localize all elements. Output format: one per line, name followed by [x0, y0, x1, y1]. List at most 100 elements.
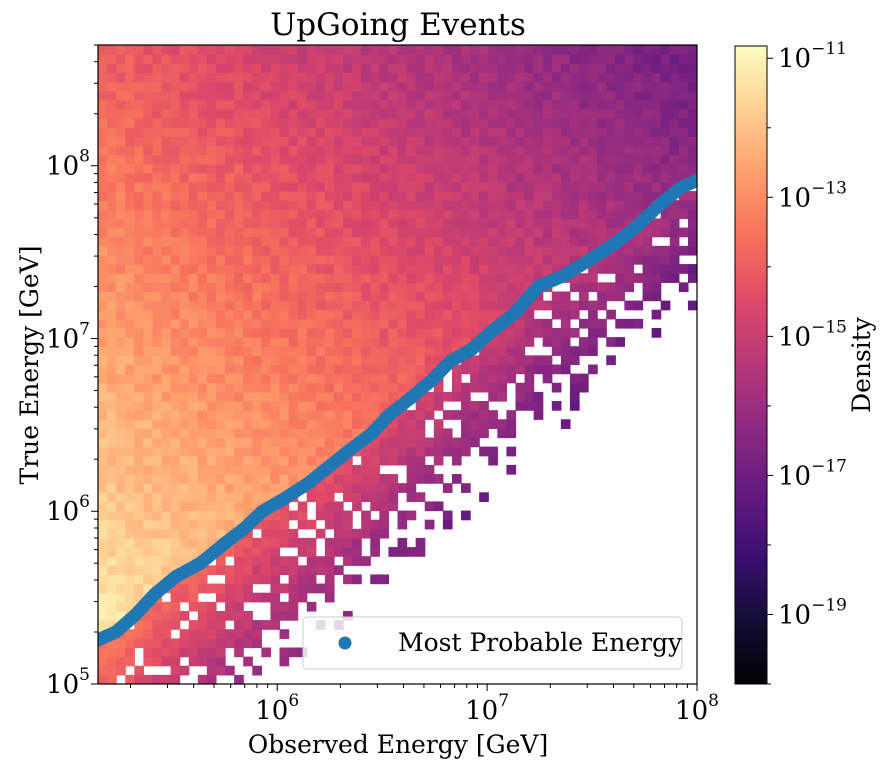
heatmap-cell [306, 437, 317, 448]
y-tick-label: 107 [46, 319, 90, 354]
heatmap-cell [451, 300, 462, 311]
heatmap-cell [252, 327, 262, 338]
heatmap-cell [306, 90, 317, 101]
heatmap-cell [424, 245, 435, 256]
colorbar-tick-label: 10−15 [778, 317, 847, 352]
heatmap-cell [306, 537, 317, 548]
heatmap-cell [252, 410, 262, 420]
heatmap-cell [279, 181, 290, 192]
heatmap-cell [143, 81, 154, 92]
heatmap-cell [388, 327, 399, 338]
heatmap-cell [225, 601, 235, 612]
heatmap-cell [125, 528, 135, 539]
heatmap-cell [125, 519, 135, 530]
heatmap-cell [515, 327, 526, 338]
heatmap-cell [206, 401, 217, 411]
heatmap-cell [225, 483, 235, 493]
heatmap-cell [261, 446, 272, 457]
heatmap-cell [433, 218, 444, 229]
heatmap-cell [606, 181, 616, 192]
heatmap-cell [306, 108, 317, 119]
heatmap-cell [179, 592, 190, 603]
heatmap-cell [579, 236, 589, 247]
heatmap-cell [107, 620, 117, 630]
heatmap-cell [161, 428, 172, 439]
heatmap-cell [261, 227, 272, 238]
heatmap-cell [343, 291, 353, 302]
heatmap-cell [234, 565, 244, 576]
heatmap-cell [279, 209, 290, 220]
heatmap-cell [533, 54, 544, 64]
heatmap-cell [152, 318, 163, 329]
heatmap-cell [197, 519, 208, 530]
heatmap-cell [379, 291, 390, 302]
heatmap-cell [306, 401, 317, 411]
heatmap-cell [252, 464, 262, 475]
heatmap-cell [560, 63, 571, 73]
heatmap-cell [125, 154, 135, 165]
most-probable-energy-point [342, 443, 356, 457]
heatmap-cell [315, 483, 326, 493]
heatmap-cell [152, 382, 163, 393]
heatmap-cell [678, 54, 689, 64]
heatmap-cell [215, 227, 226, 238]
heatmap-cell [624, 45, 635, 55]
heatmap-cell [352, 528, 362, 539]
heatmap-cell [125, 90, 135, 101]
heatmap-cell [215, 364, 226, 375]
heatmap-cell [588, 209, 598, 220]
heatmap-cell [388, 99, 399, 110]
heatmap-cell [678, 209, 689, 220]
heatmap-cell [579, 209, 589, 220]
heatmap-cell [206, 610, 217, 621]
heatmap-cell [633, 99, 644, 110]
heatmap-cell [107, 382, 117, 393]
heatmap-cell [143, 209, 154, 220]
heatmap-cell [152, 154, 163, 165]
heatmap-cell [270, 282, 281, 293]
heatmap-cell [678, 118, 689, 128]
heatmap-cell [234, 300, 244, 311]
heatmap-cell [306, 181, 317, 192]
heatmap-cell [215, 419, 226, 429]
heatmap-cell [270, 218, 281, 229]
heatmap-cell [243, 528, 253, 539]
heatmap-cell [451, 327, 462, 338]
heatmap-cell [669, 145, 680, 156]
heatmap-cell [252, 629, 262, 639]
heatmap-cell [152, 172, 163, 183]
heatmap-cell [406, 209, 417, 220]
heatmap-cell [170, 428, 181, 439]
heatmap-cell [461, 309, 471, 320]
heatmap-cell [470, 54, 480, 64]
heatmap-cell [370, 355, 380, 366]
heatmap-cell [588, 191, 598, 201]
heatmap-cell [98, 72, 108, 83]
heatmap-cell [606, 72, 616, 83]
heatmap-cell [370, 264, 380, 274]
heatmap-cell [215, 54, 226, 64]
heatmap-cell [470, 327, 480, 338]
heatmap-cell [179, 309, 190, 320]
heatmap-cell [515, 254, 526, 265]
heatmap-cell [515, 382, 526, 393]
heatmap-cell [315, 81, 326, 92]
heatmap-cell [433, 401, 444, 411]
heatmap-cell [533, 136, 544, 147]
heatmap-cell [125, 455, 135, 466]
heatmap-cell [615, 136, 625, 147]
heatmap-cell [197, 318, 208, 329]
heatmap-cell [288, 401, 299, 411]
heatmap-cell [279, 346, 290, 356]
heatmap-cell [324, 54, 335, 64]
heatmap-cell [442, 172, 453, 183]
heatmap-cell [524, 181, 535, 192]
heatmap-cell [415, 437, 426, 448]
heatmap-cell [461, 45, 471, 55]
heatmap-cell [107, 419, 117, 429]
heatmap-cell [488, 410, 498, 420]
heatmap-cell [397, 318, 408, 329]
heatmap-cell [533, 181, 544, 192]
heatmap-cell [588, 72, 598, 83]
heatmap-cell [197, 373, 208, 384]
